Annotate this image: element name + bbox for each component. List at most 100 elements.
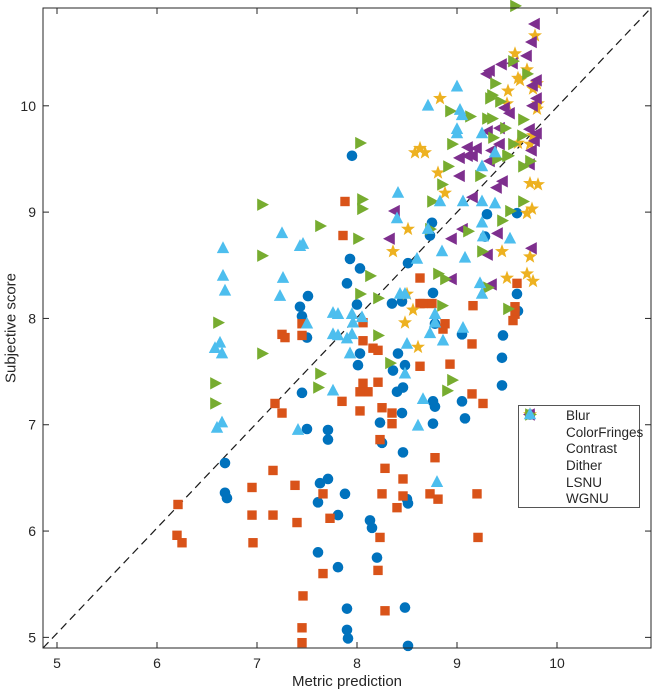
- point-Blur: [374, 417, 386, 428]
- point-WGNU: [428, 307, 442, 319]
- point-LSNU: [508, 137, 520, 151]
- y-tick-label: 8: [28, 310, 36, 326]
- point-LSNU: [518, 160, 530, 173]
- point-Blur: [481, 208, 493, 220]
- point-LSNU: [357, 193, 369, 206]
- lsnu-right-triangle-icon: [525, 408, 553, 491]
- point-Contrast: [513, 72, 527, 87]
- point-LSNU: [505, 204, 517, 218]
- point-ColorFringes: [280, 332, 290, 343]
- point-Contrast: [523, 136, 537, 151]
- point-WGNU: [218, 283, 232, 296]
- y-tick-label: 10: [20, 98, 36, 114]
- point-WGNU: [430, 475, 444, 487]
- point-Dither: [490, 181, 502, 194]
- point-Blur: [459, 413, 471, 424]
- point-ColorFringes: [510, 302, 520, 312]
- point-ColorFringes: [415, 273, 425, 283]
- point-Dither: [480, 67, 492, 81]
- point-LSNU: [517, 129, 529, 142]
- point-Contrast: [413, 140, 427, 155]
- x-tick-label: 9: [453, 655, 461, 671]
- point-ColorFringes: [358, 336, 368, 346]
- point-Dither: [461, 141, 473, 154]
- point-LSNU: [522, 67, 534, 81]
- point-Blur: [397, 382, 409, 393]
- point-WGNU: [456, 194, 470, 207]
- point-LSNU: [518, 113, 530, 126]
- point-LSNU: [365, 269, 377, 283]
- point-ColorFringes: [248, 538, 258, 548]
- point-LSNU: [315, 367, 327, 380]
- point-Contrast: [525, 201, 539, 215]
- point-Blur: [312, 497, 324, 508]
- point-Blur: [397, 447, 409, 458]
- point-WGNU: [475, 215, 489, 228]
- point-WGNU: [273, 289, 287, 301]
- point-WGNU: [398, 366, 412, 379]
- x-tick-label: 7: [253, 655, 261, 671]
- point-Blur: [427, 287, 439, 299]
- point-WGNU: [435, 244, 449, 257]
- point-Blur: [219, 457, 231, 469]
- point-ColorFringes: [247, 510, 257, 520]
- point-WGNU: [503, 231, 517, 244]
- point-LSNU: [485, 92, 497, 105]
- point-LSNU: [213, 316, 225, 329]
- point-WGNU: [450, 79, 464, 92]
- point-Blur: [354, 348, 366, 359]
- point-ColorFringes: [425, 489, 435, 499]
- point-ColorFringes: [468, 300, 478, 311]
- point-WGNU: [421, 98, 435, 111]
- point-LSNU: [443, 160, 455, 173]
- point-Blur: [387, 365, 399, 376]
- point-ColorFringes: [467, 339, 477, 349]
- point-Contrast: [418, 145, 432, 159]
- point-WGNU: [423, 326, 437, 339]
- point-Blur: [399, 602, 411, 613]
- point-WGNU: [215, 415, 229, 428]
- point-Contrast: [520, 266, 534, 280]
- point-Blur: [456, 396, 468, 407]
- point-Blur: [294, 301, 306, 313]
- point-Dither: [466, 191, 478, 204]
- point-ColorFringes: [418, 298, 428, 309]
- point-ColorFringes: [512, 278, 522, 289]
- point-Contrast: [520, 62, 534, 76]
- x-tick-label: 8: [353, 655, 361, 671]
- legend-label: Blur: [566, 408, 591, 424]
- point-Blur: [396, 407, 408, 419]
- point-Dither: [526, 99, 538, 113]
- dither-left-triangle-icon: [523, 408, 553, 474]
- point-ColorFringes: [297, 330, 307, 341]
- point-ColorFringes: [325, 513, 335, 523]
- point-Blur: [322, 424, 334, 436]
- point-ColorFringes: [430, 453, 440, 463]
- point-ColorFringes: [398, 474, 408, 484]
- point-ColorFringes: [292, 517, 302, 528]
- point-LSNU: [500, 121, 512, 135]
- point-Blur: [352, 359, 364, 371]
- point-WGNU: [293, 239, 307, 251]
- point-LSNU: [495, 95, 507, 108]
- point-Blur: [402, 257, 414, 269]
- y-axis-label: Subjective score: [2, 272, 20, 384]
- point-ColorFringes: [297, 319, 307, 329]
- point-Contrast: [433, 91, 447, 105]
- point-Blur: [312, 547, 324, 558]
- point-Contrast: [523, 249, 537, 263]
- point-Dither: [495, 58, 507, 71]
- legend-item-contrast: Contrast: [519, 407, 639, 458]
- point-LSNU: [497, 214, 509, 227]
- point-Contrast: [501, 83, 515, 97]
- point-ColorFringes: [355, 387, 365, 397]
- point-ColorFringes: [373, 377, 383, 387]
- point-ColorFringes: [297, 623, 307, 633]
- point-ColorFringes: [472, 489, 482, 499]
- point-Dither: [470, 142, 482, 155]
- point-Dither: [453, 169, 465, 183]
- point-ColorFringes: [375, 434, 385, 445]
- point-WGNU: [398, 286, 412, 299]
- point-LSNU: [427, 195, 439, 208]
- point-Dither: [445, 232, 457, 245]
